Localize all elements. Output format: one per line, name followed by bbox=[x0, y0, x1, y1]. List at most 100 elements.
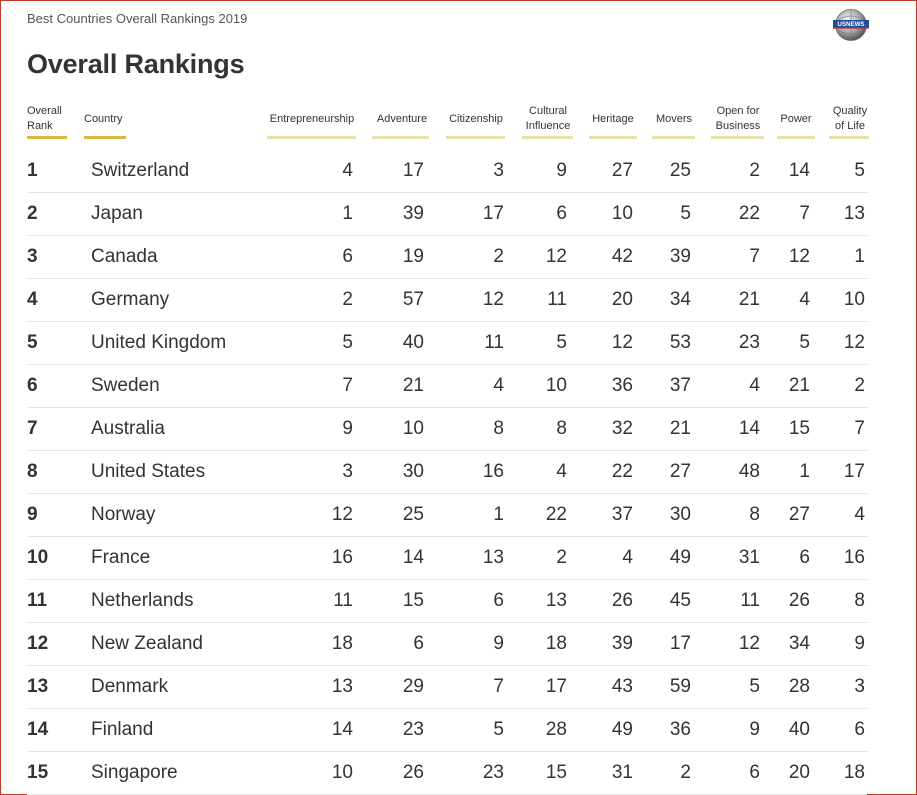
score-cell-heritage: 22 bbox=[611, 461, 633, 482]
column-header-adventure[interactable]: Adventure bbox=[372, 102, 432, 136]
column-header-citizenship[interactable]: Citizenship bbox=[445, 102, 507, 136]
score-cell-open-for-business: 9 bbox=[749, 719, 760, 740]
score-cell-adventure: 30 bbox=[402, 461, 424, 482]
score-cell-cultural-influence: 4 bbox=[556, 461, 567, 482]
page-title: Overall Rankings bbox=[27, 49, 245, 79]
table-row[interactable]: 3 Canada 6 19 2 12 42 39 7 12 1 bbox=[27, 236, 867, 279]
table-row[interactable]: 11 Netherlands 11 15 6 13 26 45 11 26 8 bbox=[27, 580, 867, 623]
country-cell[interactable]: Germany bbox=[91, 289, 170, 310]
score-cell-power: 4 bbox=[799, 289, 810, 310]
country-cell[interactable]: Denmark bbox=[91, 676, 169, 697]
score-cell-adventure: 26 bbox=[402, 762, 424, 783]
score-cell-movers: 53 bbox=[669, 332, 691, 353]
score-cell-entrepreneurship: 9 bbox=[342, 418, 353, 439]
rank-cell: 10 bbox=[27, 547, 49, 568]
score-cell-citizenship: 8 bbox=[493, 418, 504, 439]
column-header-country[interactable]: Country bbox=[84, 102, 144, 136]
country-cell[interactable]: Singapore bbox=[91, 762, 178, 783]
score-cell-heritage: 42 bbox=[611, 246, 633, 267]
country-cell[interactable]: Australia bbox=[91, 418, 165, 439]
country-cell[interactable]: Netherlands bbox=[91, 590, 194, 611]
table-row[interactable]: 7 Australia 9 10 8 8 32 21 14 15 7 bbox=[27, 408, 867, 451]
score-cell-cultural-influence: 2 bbox=[556, 547, 567, 568]
column-header-underline bbox=[267, 136, 356, 139]
column-header-quality-of-life[interactable]: Quality of Life bbox=[827, 102, 873, 136]
score-cell-movers: 49 bbox=[669, 547, 691, 568]
table-row[interactable]: 13 Denmark 13 29 7 17 43 59 5 28 3 bbox=[27, 666, 867, 709]
column-header-rank[interactable]: Overall Rank bbox=[27, 102, 67, 136]
score-cell-entrepreneurship: 3 bbox=[342, 461, 353, 482]
rank-cell: 6 bbox=[27, 375, 38, 396]
score-cell-open-for-business: 5 bbox=[749, 676, 760, 697]
score-cell-entrepreneurship: 12 bbox=[331, 504, 353, 525]
score-cell-open-for-business: 48 bbox=[738, 461, 760, 482]
score-cell-cultural-influence: 5 bbox=[556, 332, 567, 353]
score-cell-citizenship: 5 bbox=[493, 719, 504, 740]
country-cell[interactable]: Switzerland bbox=[91, 160, 190, 181]
table-row[interactable]: 15 Singapore 10 26 23 15 31 2 6 20 18 bbox=[27, 752, 867, 795]
score-cell-cultural-influence: 13 bbox=[545, 590, 567, 611]
rank-cell: 15 bbox=[27, 762, 49, 783]
score-cell-adventure: 14 bbox=[402, 547, 424, 568]
score-cell-power: 1 bbox=[799, 461, 810, 482]
country-cell[interactable]: Sweden bbox=[91, 375, 160, 396]
score-cell-movers: 5 bbox=[680, 203, 691, 224]
score-cell-open-for-business: 11 bbox=[740, 590, 760, 611]
score-cell-citizenship: 23 bbox=[482, 762, 504, 783]
score-cell-entrepreneurship: 1 bbox=[342, 203, 353, 224]
table-row[interactable]: 1 Switzerland 4 17 3 9 27 25 2 14 5 bbox=[27, 150, 867, 193]
score-cell-citizenship: 6 bbox=[493, 590, 504, 611]
score-cell-citizenship: 7 bbox=[493, 676, 504, 697]
score-cell-power: 28 bbox=[788, 676, 810, 697]
table-row[interactable]: 9 Norway 12 25 1 22 37 30 8 27 4 bbox=[27, 494, 867, 537]
column-header-label: Heritage bbox=[592, 112, 634, 127]
score-cell-cultural-influence: 8 bbox=[556, 418, 567, 439]
table-row[interactable]: 4 Germany 2 57 12 11 20 34 21 4 10 bbox=[27, 279, 867, 322]
country-cell[interactable]: Finland bbox=[91, 719, 154, 740]
score-cell-adventure: 25 bbox=[402, 504, 424, 525]
score-cell-adventure: 40 bbox=[402, 332, 424, 353]
score-cell-heritage: 10 bbox=[611, 203, 633, 224]
column-header-heritage[interactable]: Heritage bbox=[587, 102, 639, 136]
column-header-line: Cultural bbox=[529, 105, 567, 117]
column-header-underline bbox=[446, 136, 505, 139]
score-cell-power: 21 bbox=[788, 375, 810, 396]
column-header-underline bbox=[589, 136, 637, 139]
country-cell[interactable]: United Kingdom bbox=[91, 332, 227, 353]
column-header-line: Citizenship bbox=[449, 112, 503, 125]
country-cell[interactable]: New Zealand bbox=[91, 633, 203, 654]
column-header-cultural-influence[interactable]: Cultural Influence bbox=[520, 102, 576, 136]
table-row[interactable]: 5 United Kingdom 5 40 11 5 12 53 23 5 12 bbox=[27, 322, 867, 365]
column-header-power[interactable]: Power bbox=[776, 102, 816, 136]
column-header-line: Influence bbox=[525, 120, 571, 132]
score-cell-power: 12 bbox=[788, 246, 810, 267]
table-row[interactable]: 6 Sweden 7 21 4 10 36 37 4 21 2 bbox=[27, 365, 867, 408]
country-cell[interactable]: Norway bbox=[91, 504, 156, 525]
score-cell-adventure: 21 bbox=[402, 375, 424, 396]
score-cell-citizenship: 11 bbox=[484, 332, 504, 353]
score-cell-cultural-influence: 12 bbox=[545, 246, 567, 267]
score-cell-power: 7 bbox=[799, 203, 810, 224]
table-row[interactable]: 10 France 16 14 13 2 4 49 31 6 16 bbox=[27, 537, 867, 580]
column-header-entrepreneurship[interactable]: Entrepreneurship bbox=[266, 102, 358, 136]
score-cell-cultural-influence: 17 bbox=[545, 676, 567, 697]
column-header-underline bbox=[652, 136, 695, 139]
score-cell-entrepreneurship: 2 bbox=[342, 289, 353, 310]
country-cell[interactable]: Japan bbox=[91, 203, 143, 224]
column-header-movers[interactable]: Movers bbox=[651, 102, 697, 136]
country-cell[interactable]: France bbox=[91, 547, 151, 568]
score-cell-adventure: 23 bbox=[402, 719, 424, 740]
table-row[interactable]: 2 Japan 1 39 17 6 10 5 22 7 13 bbox=[27, 193, 867, 236]
usnews-logo: USNEWS bbox=[833, 9, 869, 41]
column-header-label: Overall Rank bbox=[27, 104, 62, 134]
score-cell-open-for-business: 14 bbox=[738, 418, 760, 439]
score-cell-cultural-influence: 18 bbox=[545, 633, 567, 654]
table-row[interactable]: 14 Finland 14 23 5 28 49 36 9 40 6 bbox=[27, 709, 867, 752]
table-row[interactable]: 12 New Zealand 18 6 9 18 39 17 12 34 9 bbox=[27, 623, 867, 666]
table-row[interactable]: 8 United States 3 30 16 4 22 27 48 1 17 bbox=[27, 451, 867, 494]
country-cell[interactable]: United States bbox=[91, 461, 206, 482]
column-header-open-for-business[interactable]: Open for Business bbox=[709, 102, 767, 136]
score-cell-power: 26 bbox=[788, 590, 810, 611]
column-header-underline bbox=[84, 136, 126, 139]
country-cell[interactable]: Canada bbox=[91, 246, 158, 267]
